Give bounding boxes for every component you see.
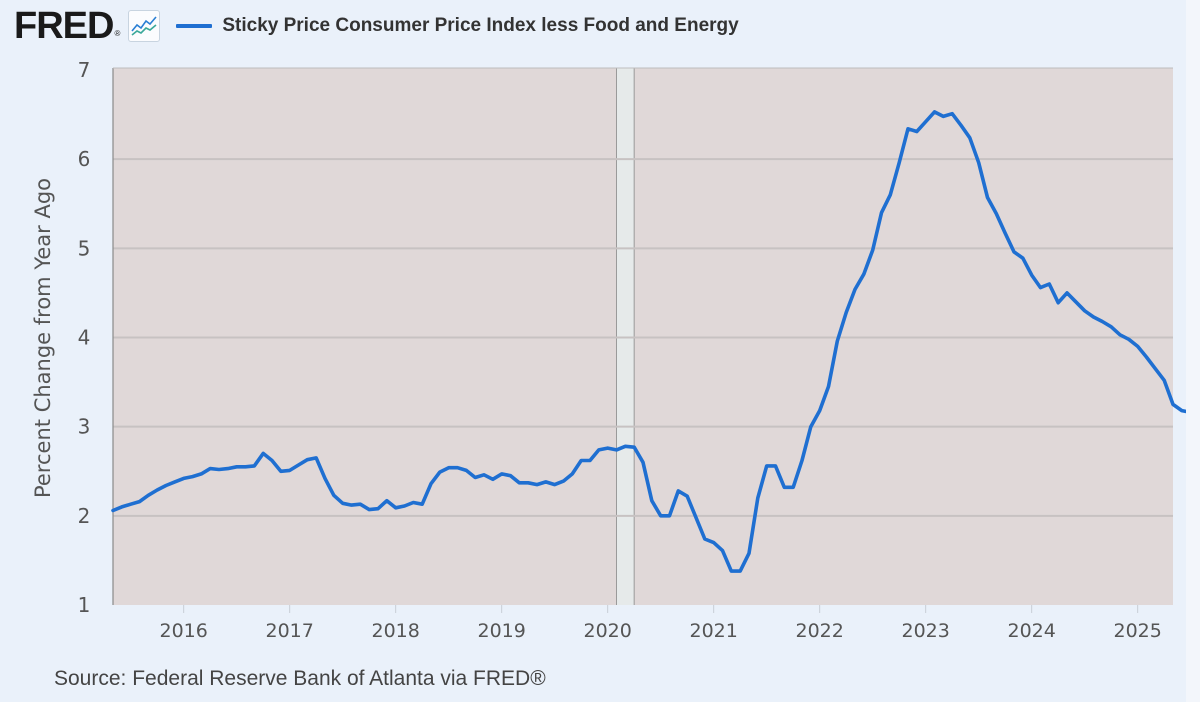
x-tick-label: 2019 — [477, 620, 525, 642]
x-tick-label: 2020 — [583, 620, 631, 642]
chart-header: FRED ® Sticky Price Consumer Price Index… — [14, 6, 739, 46]
x-tick-label: 2021 — [689, 620, 737, 642]
y-tick-label: 7 — [78, 58, 91, 82]
x-tick-label: 2017 — [265, 620, 313, 642]
legend-label[interactable]: Sticky Price Consumer Price Index less F… — [222, 15, 739, 36]
y-axis-label: Percent Change from Year Ago — [31, 178, 55, 498]
page-edge — [1186, 0, 1200, 702]
registered-mark: ® — [114, 29, 121, 38]
x-tick-label: 2016 — [159, 620, 207, 642]
y-tick-label: 6 — [78, 147, 91, 171]
y-tick-label: 3 — [78, 415, 91, 439]
legend: Sticky Price Consumer Price Index less F… — [176, 15, 739, 37]
y-tick-label: 1 — [78, 593, 91, 617]
x-tick-label: 2018 — [371, 620, 419, 642]
y-tick-label: 2 — [78, 504, 91, 528]
series-line — [111, 110, 1193, 573]
x-tick-label: 2022 — [795, 620, 843, 642]
x-tick-label: 2024 — [1007, 620, 1055, 642]
source-note: Source: Federal Reserve Bank of Atlanta … — [54, 667, 546, 690]
y-tick-label: 5 — [78, 236, 91, 260]
x-tick-label: 2023 — [901, 620, 949, 642]
y-tick-label: 4 — [78, 326, 91, 350]
x-tick-label: 2025 — [1113, 620, 1161, 642]
line-chart-icon[interactable] — [128, 10, 161, 42]
fred-logo[interactable]: FRED — [14, 5, 114, 47]
legend-swatch — [176, 24, 213, 28]
